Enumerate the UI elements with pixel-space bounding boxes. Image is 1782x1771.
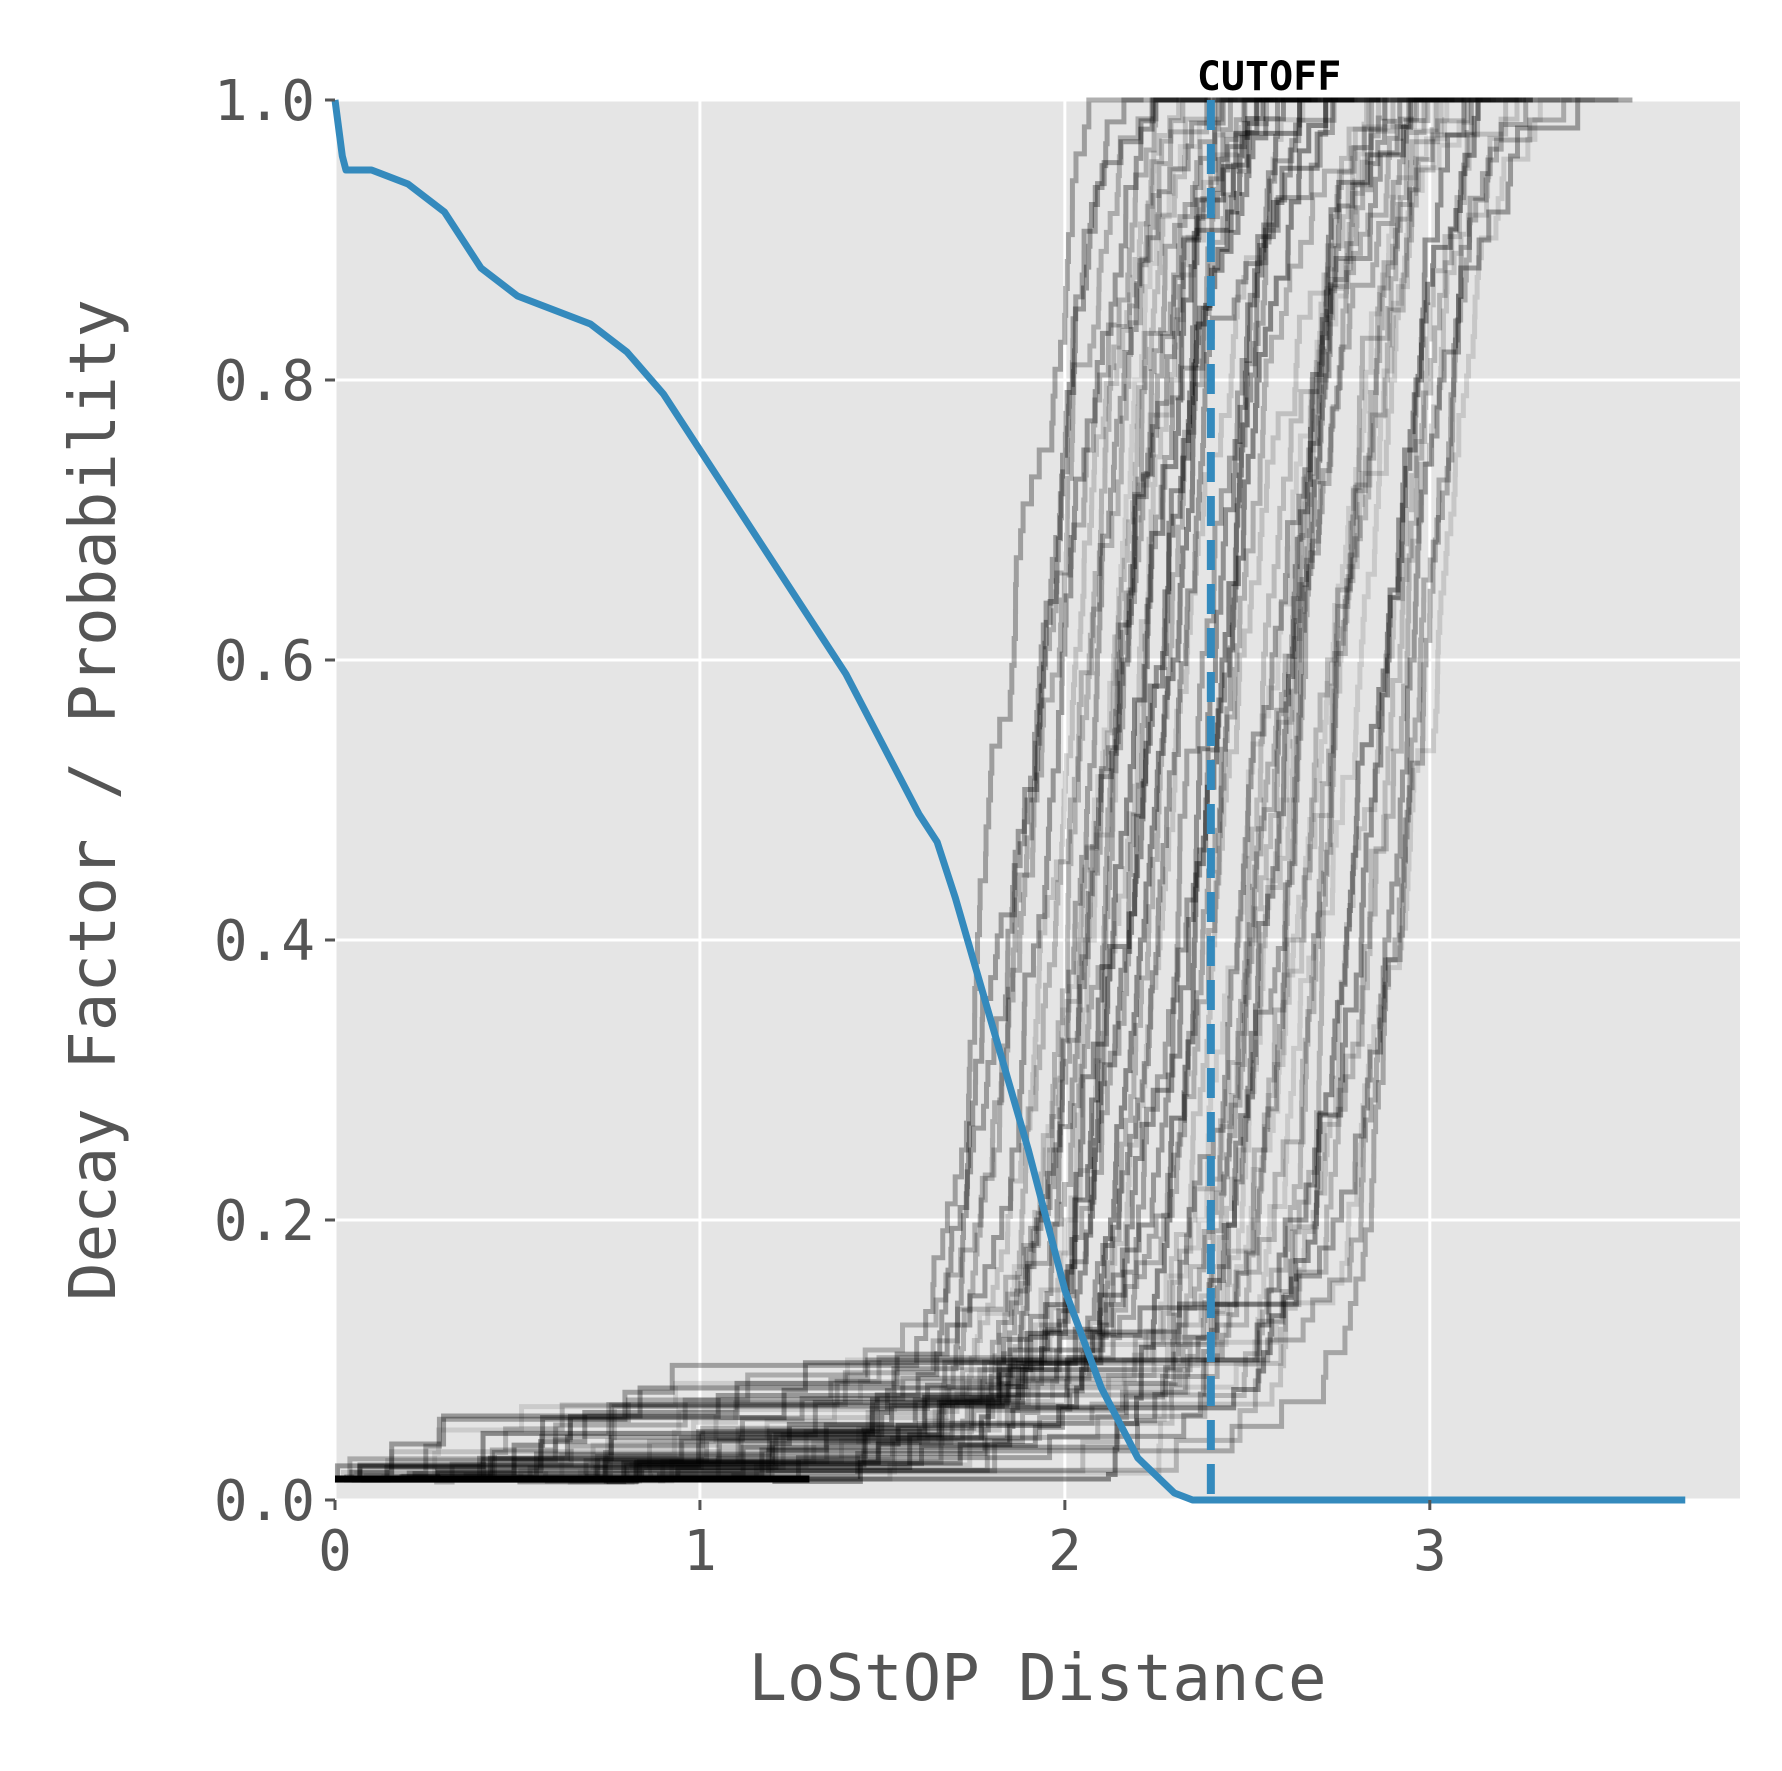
ecdf-sample-line xyxy=(335,97,1633,1482)
ecdf-sample-line xyxy=(335,97,1339,1484)
ecdf-sample-line xyxy=(335,97,1483,1482)
ecdf-sample-line xyxy=(335,97,1263,1482)
ecdf-sample-line xyxy=(335,97,1238,1482)
x-tick-label: 3 xyxy=(1413,1519,1447,1584)
ecdf-sample-line xyxy=(335,97,1464,1482)
ecdf-sample-line xyxy=(335,97,1455,1482)
plot-background xyxy=(335,100,1740,1500)
ecdf-sample-line xyxy=(335,97,1300,1483)
ecdf-sample-line xyxy=(335,97,1523,1482)
y-tick-label: 0.0 xyxy=(214,1469,315,1534)
ecdf-sample-line xyxy=(335,97,1519,1482)
ecdf-sample-line xyxy=(335,97,1572,1484)
ecdf-sample-line xyxy=(335,97,1278,1482)
ecdf-sample-line xyxy=(335,97,1211,1482)
ecdf-sample-line xyxy=(335,97,1424,1482)
ecdf-sample-line xyxy=(335,97,1388,1482)
ecdf-sample-line xyxy=(335,97,1527,1482)
ecdf-sample-line xyxy=(335,97,1527,1482)
ecdf-sample-line xyxy=(335,97,1286,1482)
ecdf-sample-line xyxy=(335,97,1358,1483)
ecdf-sample-line xyxy=(335,97,1389,1483)
cutoff-label: CUTOFF xyxy=(1197,54,1342,100)
x-axis-label: LoStOP Distance xyxy=(749,1642,1327,1716)
x-axis-ticks: 0 1 2 3 xyxy=(318,1500,1447,1584)
ecdf-sample-line xyxy=(335,97,1277,1484)
ecdf-sample-line xyxy=(335,97,1596,1483)
ecdf-sample-line xyxy=(335,97,1179,1482)
ecdf-sample-line xyxy=(334,97,1381,1482)
ecdf-sample-lines xyxy=(334,97,1633,1485)
x-tick-label: 0 xyxy=(318,1519,352,1584)
ecdf-sample-line xyxy=(335,97,1448,1482)
ecdf-sample-line xyxy=(335,97,1312,1482)
ecdf-sample-line xyxy=(335,97,1581,1482)
y-tick-label: 0.4 xyxy=(214,909,315,974)
y-tick-label: 0.6 xyxy=(214,629,315,694)
ecdf-sample-line xyxy=(335,97,1262,1482)
ecdf-sample-line xyxy=(335,97,1533,1485)
ecdf-sample-line xyxy=(335,97,1209,1482)
ecdf-sample-line xyxy=(335,97,1427,1482)
ecdf-sample-line xyxy=(334,97,1502,1484)
ecdf-sample-line xyxy=(335,97,1318,1484)
ecdf-sample-line xyxy=(335,97,1422,1482)
ecdf-sample-line xyxy=(335,97,1312,1482)
ecdf-sample-line xyxy=(335,97,1207,1482)
ecdf-sample-line xyxy=(335,97,1211,1484)
ecdf-sample-line xyxy=(335,97,1274,1482)
y-axis-ticks: 0.0 0.2 0.4 0.6 0.8 1.0 xyxy=(214,69,335,1534)
decay-factor-line xyxy=(331,99,1686,1504)
ecdf-sample-line xyxy=(335,97,1355,1482)
y-axis-label: Decay Factor / Probability xyxy=(57,299,131,1301)
y-tick-label: 1.0 xyxy=(214,69,315,134)
ecdf-sample-line xyxy=(335,97,1441,1482)
ecdf-sample-line xyxy=(335,97,1496,1482)
ecdf-sample-line xyxy=(335,97,1381,1482)
ecdf-sample-line xyxy=(335,97,1472,1484)
ecdf-sample-line xyxy=(335,97,1466,1482)
ecdf-sample-line xyxy=(335,97,1234,1485)
ecdf-sample-line xyxy=(335,97,1144,1482)
ecdf-sample-line xyxy=(335,97,1355,1482)
y-tick-label: 0.2 xyxy=(214,1189,315,1254)
x-tick-label: 1 xyxy=(683,1519,717,1584)
ecdf-sample-line xyxy=(335,97,1533,1482)
ecdf-sample-line xyxy=(335,97,1470,1482)
x-tick-label: 2 xyxy=(1048,1519,1082,1584)
grid xyxy=(333,98,1740,1502)
ecdf-sample-line xyxy=(335,97,1479,1482)
ecdf-sample-line xyxy=(335,97,1561,1482)
ecdf-sample-line xyxy=(335,97,1270,1482)
y-tick-label: 0.8 xyxy=(214,349,315,414)
ecdf-sample-line xyxy=(335,97,1322,1482)
ecdf-sample-line xyxy=(335,97,1619,1483)
ecdf-sample-line xyxy=(335,97,1491,1482)
